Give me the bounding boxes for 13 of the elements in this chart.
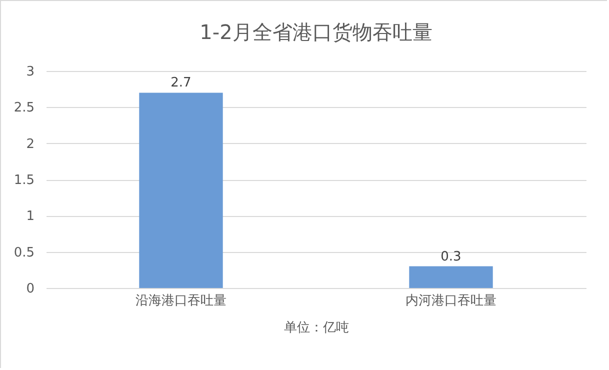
x-tick-label: 沿海港口吞吐量 [136,294,226,308]
data-label: 2.7 [170,76,192,91]
y-tick-label: 1 [26,209,34,224]
y-tick-label: 0.5 [14,245,34,260]
x-axis-title: 单位：亿吨 [284,320,349,336]
x-tick-label: 内河港口吞吐量 [406,294,496,308]
y-tick-label: 2.5 [14,100,34,116]
data-label: 0.3 [440,249,462,264]
chart-title: 1-2月全省港口货物吞吐量 [200,20,432,44]
y-tick-label: 3 [26,64,34,80]
y-tick-label: 2 [26,136,34,152]
y-tick-label: 1.5 [14,173,34,188]
y-tick-label: 0 [26,282,34,296]
